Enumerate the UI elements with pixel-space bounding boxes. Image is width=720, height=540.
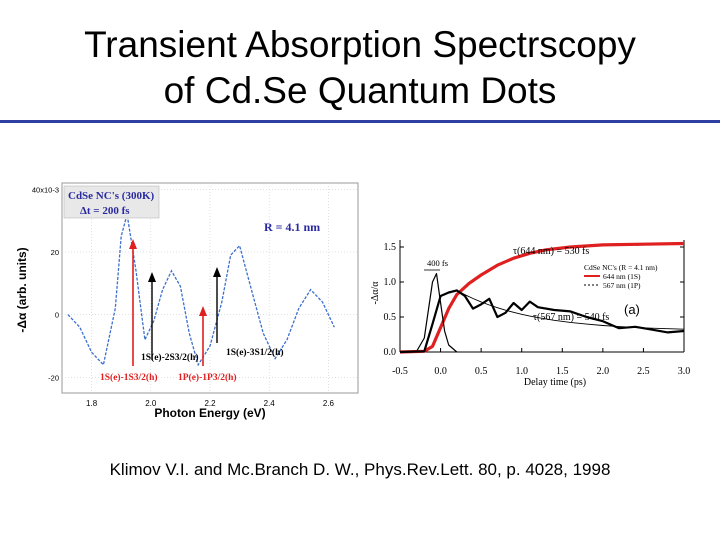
- spectrum-x-tick-label: 2.6: [323, 399, 335, 408]
- arrow-head-black-2: [213, 267, 221, 277]
- kinetics-x-tick-label: 0.5: [475, 366, 488, 377]
- title-line-1: Transient Absorption Spectrscopy: [84, 24, 636, 65]
- condition-box: [63, 185, 160, 219]
- radius-annotation: R = 4.1 nm: [264, 220, 320, 234]
- kinetics-x-tick-label: -0.5: [392, 366, 408, 377]
- kinetics-figure: -0.5 0.0 0.5 1.0 1.5 2.0 2.5 3.0 0.0 0.5 1.0 1.5 4…: [370, 240, 690, 388]
- spectrum-figure: 1.8 2.0 2.2 2.4 2.6 40x10-3 20 0 -20 CdSe NC's …: [15, 182, 359, 420]
- spectrum-grid: [62, 183, 358, 393]
- condition-box-line-2: Δt = 200 fs: [80, 205, 130, 217]
- spectrum-x-tick-label: 1.8: [86, 399, 98, 408]
- kinetics-x-tick-label: 2.0: [597, 366, 610, 377]
- label-1s: 1S(e)-1S3/2(h): [100, 372, 158, 383]
- legend-title: CdSe NC's (R = 4.1 nm): [584, 263, 658, 272]
- legend-entry-644: 644 nm (1S): [603, 272, 641, 281]
- tau-644-label: τ(644 nm) = 530 fs: [513, 246, 589, 257]
- spectrum-y-tick-label: 40x10-3: [32, 185, 59, 194]
- kinetics-x-tick-label: 1.0: [515, 366, 528, 377]
- kinetics-x-tick-label: 2.5: [637, 366, 650, 377]
- slide-title: Transient Absorption Spectrscopy of Cd.S…: [0, 22, 720, 114]
- spectrum-y-tick-label: -20: [48, 373, 59, 382]
- series-567nm-fit: [456, 290, 685, 330]
- title-divider: [0, 120, 720, 123]
- kinetics-x-ticks: -0.5 0.0 0.5 1.0 1.5 2.0 2.5 3.0: [392, 348, 690, 377]
- label-3s: 1S(e)-3S1/2(h): [226, 347, 284, 358]
- legend-entry-567: 567 nm (1P): [603, 281, 641, 290]
- tau-567-label: τ(567 nm) = 540 fs: [533, 312, 609, 323]
- spectrum-curve: [67, 214, 335, 367]
- transition-arrows: [129, 239, 221, 366]
- kinetics-x-tick-label: 1.5: [556, 366, 569, 377]
- spectrum-x-ticks: 1.8 2.0 2.2 2.4 2.6: [86, 399, 334, 408]
- spectrum-y-tick-label: 20: [51, 248, 59, 257]
- kinetics-series: [399, 241, 685, 354]
- arrow-head-black-1: [148, 272, 156, 282]
- arrow-head-red-1: [129, 239, 137, 249]
- kinetics-y-tick-label: 0.0: [384, 347, 397, 358]
- label-2s: 1S(e)-2S3/2(h): [141, 352, 199, 363]
- kinetics-y-axis-label: -Δα/α: [370, 281, 381, 305]
- series-644nm-line: [399, 241, 685, 354]
- title-line-2: of Cd.Se Quantum Dots: [163, 70, 557, 111]
- spectrum-x-axis-label: Photon Energy (eV): [154, 406, 265, 420]
- kinetics-x-tick-label: 0.0: [434, 366, 447, 377]
- spectrum-y-ticks: 40x10-3 20 0 -20: [32, 185, 59, 382]
- label-1p: 1P(e)-1P3/2(h): [178, 372, 237, 383]
- kinetics-x-tick-label: 3.0: [678, 366, 691, 377]
- kinetics-y-tick-label: 0.5: [384, 312, 397, 323]
- arrow-head-red-2: [199, 306, 207, 316]
- citation: Klimov V.I. and Mc.Branch D. W., Phys.Re…: [109, 460, 611, 479]
- pulse-width-label: 400 fs: [427, 258, 448, 268]
- spectrum-y-axis-label: -Δα (arb. units): [15, 247, 29, 332]
- spectrum-x-tick-label: 2.4: [264, 399, 276, 408]
- kinetics-x-axis-label: Delay time (ps): [524, 377, 586, 388]
- panel-label: (a): [624, 302, 640, 317]
- series-567nm-line: [399, 289, 685, 354]
- kinetics-y-tick-label: 1.5: [384, 242, 397, 253]
- kinetics-y-tick-label: 1.0: [384, 277, 397, 288]
- spectrum-x-tick-label: 2.2: [204, 399, 216, 408]
- spectrum-x-tick-label: 2.0: [145, 399, 157, 408]
- spectrum-y-tick-label: 0: [55, 311, 59, 320]
- condition-box-line-1: CdSe NC's (300K): [68, 190, 155, 202]
- pulse-profile-line: [415, 273, 458, 353]
